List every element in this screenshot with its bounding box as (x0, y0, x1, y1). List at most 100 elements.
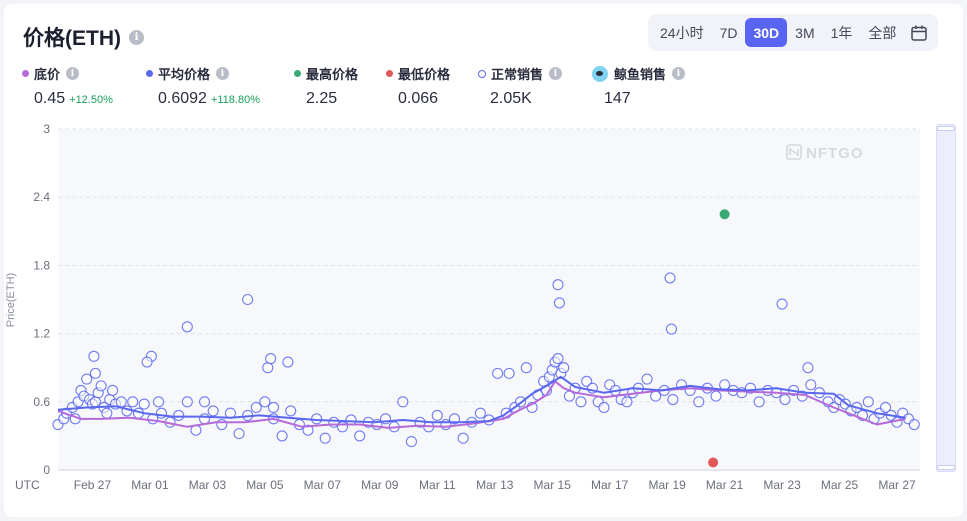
info-icon[interactable]: i (549, 67, 563, 80)
x-tick-label: Mar 05 (246, 478, 284, 492)
stat-value: 2.25 (306, 90, 338, 107)
range-30d-button[interactable]: 30D (745, 18, 788, 47)
floor-price-line (57, 380, 906, 429)
info-icon[interactable]: i (66, 67, 80, 80)
x-tick-label: Mar 27 (878, 478, 916, 492)
x-tick-label: Mar 09 (361, 478, 399, 492)
max-price-point (719, 209, 730, 220)
x-tick-label: Mar 19 (648, 478, 686, 492)
sale-point (520, 362, 532, 374)
sale-point (88, 350, 100, 362)
sale-point (650, 390, 662, 402)
sale-point (457, 432, 469, 444)
sale-point (641, 373, 653, 385)
nftgo-watermark: NFTGO (786, 144, 863, 162)
x-tick-label: Mar 07 (304, 478, 342, 492)
sale-point (153, 396, 165, 408)
x-tick-label: Mar 13 (476, 478, 514, 492)
sale-point (181, 396, 193, 408)
y-axis-ticks: 0 0.6 1.2 1.8 2.4 3 (33, 122, 50, 477)
chart-title: 价格(ETH) i (23, 22, 144, 52)
y-tick-label: 2.4 (33, 190, 50, 204)
max-price-legend-dot[interactable] (294, 70, 301, 77)
x-tick-label: Mar 17 (591, 478, 629, 492)
stat-label: 鲸鱼销售 (614, 67, 667, 82)
sale-point (198, 413, 211, 425)
normal-sales-legend-circle[interactable] (478, 69, 486, 78)
y-tick-label: 1.2 (33, 327, 50, 341)
sale-point (474, 407, 486, 419)
stat-value: 0.6092 (158, 90, 207, 107)
sale-point (173, 409, 185, 421)
range-3m-button[interactable]: 3M (795, 24, 815, 41)
avg-price-line (57, 375, 906, 424)
calendar-icon[interactable] (904, 18, 934, 47)
sale-point (575, 396, 587, 408)
sale-point (285, 405, 297, 417)
sale-point (693, 396, 705, 408)
sale-point (719, 379, 731, 391)
sale-point (336, 421, 349, 433)
sale-point (753, 396, 765, 408)
stat-change: +12.50% (69, 94, 113, 106)
stat-value: 147 (604, 90, 631, 107)
stat-label: 最高价格 (306, 67, 359, 82)
min-price-legend-dot[interactable] (386, 70, 393, 77)
sale-point (155, 407, 167, 419)
info-icon[interactable]: i (672, 67, 686, 80)
range-1y-button[interactable]: 1年 (830, 24, 853, 41)
zoom-handle-top[interactable] (937, 126, 955, 131)
sale-point (81, 373, 93, 385)
sale-point (262, 362, 274, 374)
sale-point (431, 409, 443, 421)
sale-point (138, 398, 150, 410)
chart-grid (58, 128, 920, 471)
x-axis-title: UTC (15, 478, 40, 492)
sale-point (242, 293, 254, 306)
sale-point (276, 430, 288, 442)
sale-point (207, 405, 219, 417)
sale-point (216, 418, 228, 431)
sale-point (267, 401, 280, 414)
sale-point (805, 379, 817, 391)
x-tick-label: Mar 03 (189, 478, 227, 492)
sale-point (89, 396, 101, 408)
sale-point (101, 407, 113, 419)
sale-point (89, 367, 101, 379)
info-icon[interactable]: i (129, 29, 144, 45)
sale-point (665, 323, 678, 335)
stat-normal-sales: 正常销售 i 2.05K (478, 64, 563, 108)
sale-point (879, 401, 892, 414)
sale-point (558, 362, 570, 374)
info-icon[interactable]: i (216, 67, 230, 80)
stat-change: +118.80% (210, 94, 260, 106)
avg-price-legend-dot[interactable] (146, 70, 153, 77)
sale-point (552, 353, 564, 365)
floor-price-legend-dot[interactable] (22, 70, 29, 77)
whale-icon[interactable] (592, 65, 608, 82)
sale-point (95, 380, 107, 392)
plot-area (58, 129, 920, 470)
sale-point (259, 396, 271, 408)
range-24h-button[interactable]: 24小时 (660, 24, 704, 41)
range-7d-button[interactable]: 7D (719, 24, 738, 41)
stat-min-price: 最低价格 0.066 (386, 64, 450, 108)
range-all-button[interactable]: 全部 (868, 24, 897, 41)
sale-point (233, 428, 245, 440)
stat-avg-price: 平均价格 i 0.6092 +118.80% (146, 64, 260, 108)
sale-point (664, 272, 676, 284)
sale-point (345, 414, 357, 426)
sale-point (282, 356, 294, 368)
y-tick-label: 3 (43, 122, 50, 136)
chart-zoom-scrollbar[interactable] (936, 124, 956, 472)
zoom-handle-bottom[interactable] (937, 465, 955, 470)
stat-max-price: 最高价格 2.25 (294, 64, 358, 108)
time-range-selector: 24小时 7D 30D 3M 1年 全部 (648, 14, 939, 51)
y-tick-label: 0 (43, 463, 50, 477)
sale-point (405, 436, 417, 448)
sale-point (776, 298, 788, 310)
chart-lines (57, 209, 906, 468)
x-tick-label: Mar 11 (419, 478, 456, 492)
sale-point (667, 393, 679, 406)
stat-floor-price: 底价 i 0.45 +12.50% (22, 64, 113, 108)
